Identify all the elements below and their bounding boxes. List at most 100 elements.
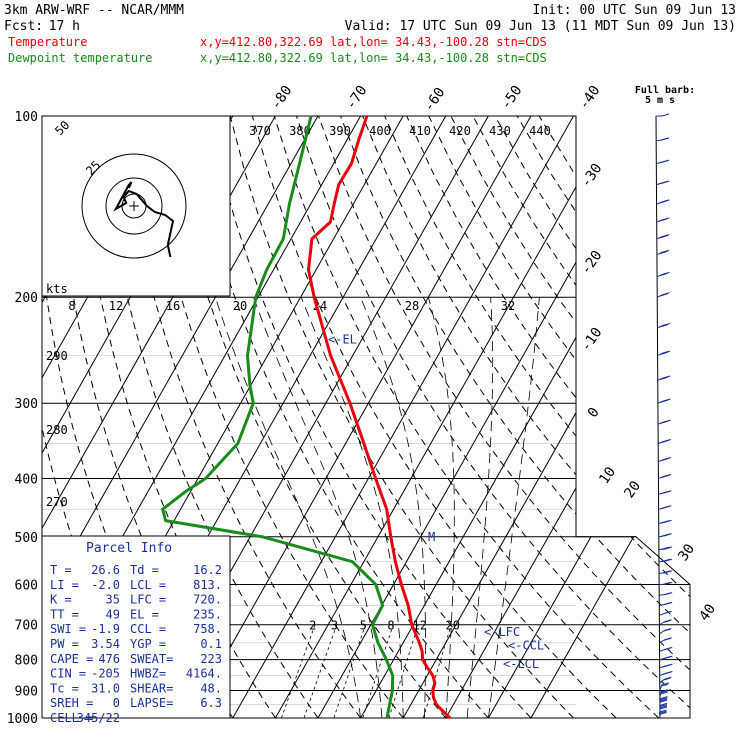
- wind-barb-flag: [663, 592, 672, 596]
- parcel-value: 35: [106, 593, 120, 607]
- wind-barb-flag: [661, 683, 669, 687]
- parcel-value: 49: [106, 607, 120, 621]
- parcel-key: LFC =: [130, 593, 166, 607]
- profiles: <-EL M <-LFC<-CCL <-LCL: [161, 115, 544, 720]
- wind-barb-flag: [659, 293, 667, 297]
- parcel-value: -2.0: [91, 578, 120, 592]
- wind-barb-flag: [658, 181, 666, 185]
- wind-barb-flag: [659, 352, 667, 356]
- wind-barb-flag: [659, 704, 668, 708]
- dry-adiabat-line: [119, 116, 362, 718]
- wind-barb-flag: [659, 160, 667, 164]
- wind-barb-unit: 5 m s: [645, 95, 675, 106]
- wind-barb-flag: [659, 324, 667, 328]
- pressure-label: 200: [15, 291, 38, 306]
- wind-barb-flag: [662, 656, 671, 660]
- parcel-level-annotation: <-LCL: [503, 657, 539, 671]
- wind-barb-flag: [662, 671, 671, 675]
- parcel-value: 16.2: [193, 563, 222, 577]
- parcel-key: YGP =: [130, 637, 166, 651]
- pressure-label: 700: [15, 619, 38, 634]
- isotherm-label: 30: [675, 541, 698, 564]
- dry-adiabat-line: [229, 116, 574, 718]
- parcel-info-box: Parcel Info T = 26.6 Td = 16.2 LI = -2.0 LCL = 8…: [41, 535, 231, 725]
- parcel-key: SHEAR=: [130, 681, 173, 695]
- side-theta-label: 280: [46, 423, 68, 437]
- parcel-value: 0.1: [200, 637, 222, 651]
- parcel-key: Tc =: [50, 681, 79, 695]
- wind-barb-flag: [659, 709, 667, 713]
- wind-barb-flag: [659, 706, 668, 710]
- parcel-value: 0: [113, 696, 120, 710]
- parcel-key: K =: [50, 593, 72, 607]
- wind-barb-flag: [659, 705, 668, 709]
- wind-barb-flag: [661, 546, 669, 550]
- parcel-level-annotation: <-CCL: [508, 639, 544, 653]
- isotherm-label: -80: [268, 83, 296, 113]
- theta-label: 410: [409, 124, 431, 138]
- mixing-ratio-line: [422, 624, 452, 718]
- inset-speed-label: 28: [405, 299, 419, 313]
- pressure-labels: 100 200 300 400 500 600 700 800 900 1000: [7, 110, 38, 727]
- wind-barb-flag: [660, 440, 668, 444]
- parcel-value: -1.9: [91, 622, 120, 636]
- parcel-value: 48.: [200, 681, 222, 695]
- parcel-value: 476: [98, 652, 120, 666]
- header: 3km ARW-WRF -- NCAR/MMM Init: 00 UTC Sun…: [4, 3, 736, 65]
- parcel-key: Td =: [130, 563, 159, 577]
- dry-adiabat-line: [75, 116, 276, 718]
- mixing-ratio-label: 8: [387, 618, 394, 632]
- parcel-key: LAPSE=: [130, 696, 173, 710]
- wind-barb-flag: [663, 619, 671, 623]
- isotherm-label: -20: [578, 248, 606, 278]
- wind-barb-flag: [663, 611, 671, 615]
- wind-barb-flag: [663, 637, 671, 641]
- init-time: Init: 00 UTC Sun 09 Jun 13: [533, 3, 737, 18]
- mixing-ratio-label: 5: [360, 618, 367, 632]
- legend-dewpoint-info: x,y=412.80,322.69 lat,lon= 34.43,-100.28…: [200, 51, 547, 65]
- parcel-value: 813.: [193, 578, 222, 592]
- isotherm-label: -70: [343, 83, 371, 113]
- inset-speed-label: 16: [166, 299, 180, 313]
- theta-label: 370: [249, 124, 271, 138]
- parcel-level-annotation: <-LFC: [484, 625, 520, 639]
- wind-barb-flag: [662, 558, 670, 562]
- dry-adiabat-line: [141, 116, 404, 718]
- moist-adiabat-line: [253, 297, 383, 718]
- wind-barb-flag: [660, 520, 669, 524]
- wind-barbs: Full barb: 5 m s: [635, 85, 695, 719]
- parcel-box-frame: [41, 535, 231, 719]
- wind-barb-flag: [662, 570, 670, 574]
- parcel-value: 31.0: [91, 681, 120, 695]
- parcel-value: 3.54: [91, 637, 120, 651]
- wind-barb-flag: [658, 235, 667, 239]
- wind-barb-flag: [661, 113, 670, 117]
- isotherm-label: 0: [585, 405, 603, 421]
- parcel-value: 6.3: [200, 696, 222, 710]
- parcel-key: CAPE =: [50, 652, 93, 666]
- wind-barb-flag: [658, 218, 667, 222]
- parcel-key: T =: [50, 563, 72, 577]
- isotherm-label: 40: [696, 601, 719, 624]
- parcel-key: CELL =: [50, 711, 93, 725]
- wind-barb-flag: [662, 581, 670, 585]
- pressure-label: 1000: [7, 712, 38, 727]
- dry-adiabat-line: [163, 116, 447, 718]
- wind-barb-flag: [660, 696, 668, 700]
- moist-adiabat-line: [488, 297, 540, 718]
- parcel-value: 758.: [193, 622, 222, 636]
- mixing-ratio-line: [388, 624, 419, 718]
- wind-barb-flag: [658, 200, 666, 204]
- parcel-key: LI =: [50, 578, 79, 592]
- theta-label: 400: [369, 124, 391, 138]
- pressure-label: 300: [15, 397, 38, 412]
- hodograph-ring: [105, 177, 163, 235]
- parcel-key: HWBZ=: [130, 667, 166, 681]
- temperature-profile: [307, 115, 452, 720]
- parcel-key: SREH =: [50, 696, 93, 710]
- fcst-label: Fcst:: [4, 19, 43, 34]
- wind-barb-flag: [663, 677, 671, 681]
- dry-adiabat-line: [340, 116, 690, 718]
- dry-adiabat-line: [251, 116, 617, 718]
